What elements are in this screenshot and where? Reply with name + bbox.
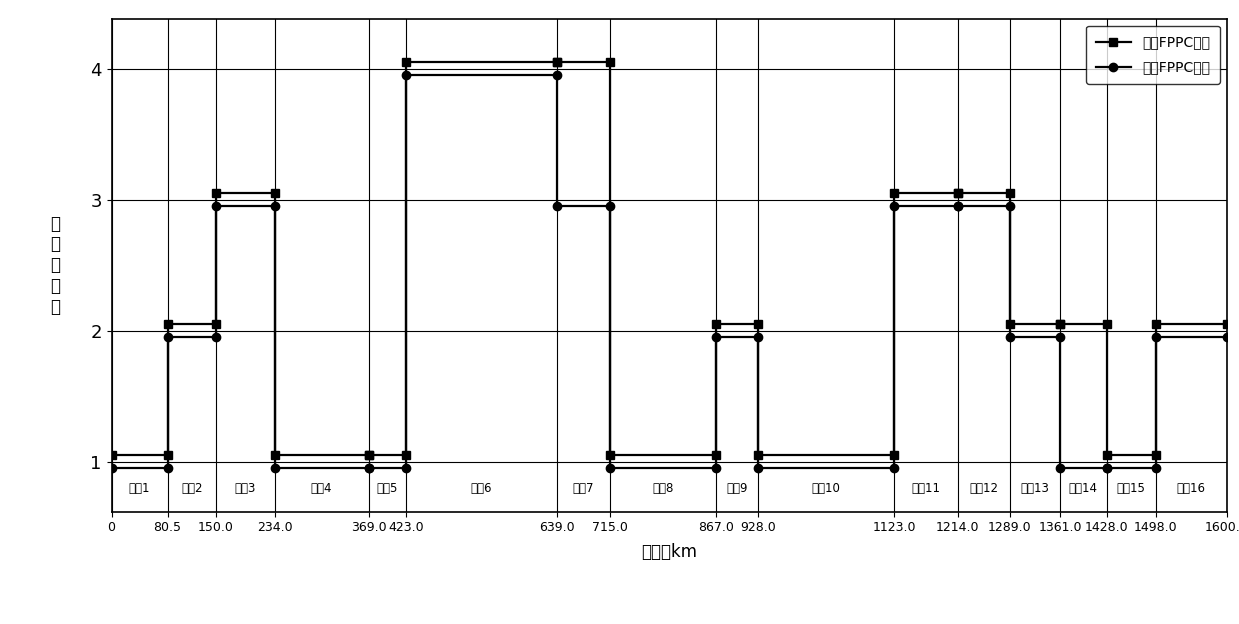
Text: 管段3: 管段3 [234, 482, 256, 495]
Text: 管段16: 管段16 [1177, 482, 1206, 495]
Text: 管段6: 管段6 [471, 482, 492, 495]
Text: 管段4: 管段4 [311, 482, 332, 495]
Legend: 传统FPPC算法, 改进FPPC算法: 传统FPPC算法, 改进FPPC算法 [1087, 26, 1219, 84]
X-axis label: 里程，km: 里程，km [641, 543, 698, 561]
Y-axis label: 类
别
连
续
值: 类 别 连 续 值 [51, 215, 61, 316]
Text: 管段7: 管段7 [572, 482, 593, 495]
Text: 管段11: 管段11 [912, 482, 940, 495]
Text: 管段2: 管段2 [181, 482, 203, 495]
Text: 管段9: 管段9 [726, 482, 748, 495]
Text: 管段8: 管段8 [652, 482, 674, 495]
Text: 管段10: 管段10 [812, 482, 840, 495]
Text: 管段13: 管段13 [1021, 482, 1049, 495]
Text: 管段1: 管段1 [129, 482, 150, 495]
Text: 管段12: 管段12 [969, 482, 999, 495]
Text: 管段15: 管段15 [1116, 482, 1146, 495]
Text: 管段5: 管段5 [377, 482, 398, 495]
Text: 管段14: 管段14 [1069, 482, 1098, 495]
